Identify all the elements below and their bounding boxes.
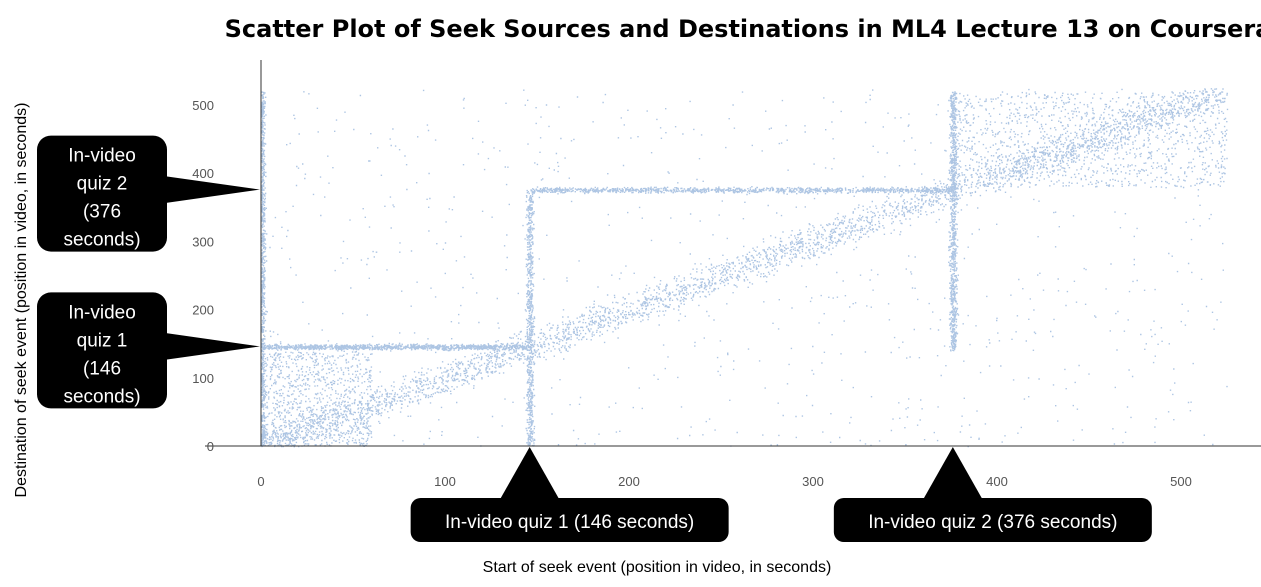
x-tick-label: 100 bbox=[434, 474, 456, 489]
callout-text: quiz 1 bbox=[77, 330, 128, 351]
scatter-point-cloud bbox=[261, 88, 1229, 448]
x-tick-label: 400 bbox=[986, 474, 1008, 489]
callout-text: seconds) bbox=[63, 386, 140, 407]
callout-text: In-video quiz 2 (376 seconds) bbox=[868, 512, 1117, 533]
callout-y-quiz-1: In-video quiz 1 (146 seconds) bbox=[37, 292, 260, 409]
annotations: In-video quiz 2 (376 seconds) In-video quiz 1… bbox=[37, 135, 1152, 542]
y-axis-ticks: 0 100 200 300 400 500 bbox=[192, 98, 214, 454]
callout-text: seconds) bbox=[63, 230, 140, 251]
scatter-points bbox=[261, 88, 1229, 448]
x-tick-label: 300 bbox=[802, 474, 824, 489]
x-tick-label: 200 bbox=[618, 474, 640, 489]
y-tick-label: 0 bbox=[207, 439, 214, 454]
y-tick-label: 500 bbox=[192, 98, 214, 113]
chart-title: Scatter Plot of Seek Sources and Destina… bbox=[225, 15, 1261, 43]
callout-y-quiz-2: In-video quiz 2 (376 seconds) bbox=[37, 135, 260, 252]
callout-x-quiz-2: In-video quiz 2 (376 seconds) bbox=[833, 447, 1152, 542]
y-tick-label: 200 bbox=[192, 303, 214, 318]
y-tick-label: 400 bbox=[192, 166, 214, 181]
callout-text: In-video bbox=[68, 146, 136, 167]
callout-x-quiz-1: In-video quiz 1 (146 seconds) bbox=[410, 447, 729, 542]
x-tick-label: 500 bbox=[1170, 474, 1192, 489]
callout-text: (146 bbox=[83, 358, 121, 379]
y-tick-label: 100 bbox=[192, 371, 214, 386]
callout-text: In-video bbox=[68, 302, 136, 323]
y-tick-label: 300 bbox=[192, 234, 214, 249]
callout-text: (376 bbox=[83, 202, 121, 223]
x-axis-label: Start of seek event (position in video, … bbox=[483, 559, 832, 576]
x-tick-label: 0 bbox=[257, 474, 264, 489]
callout-text: quiz 2 bbox=[77, 174, 128, 195]
callout-text: In-video quiz 1 (146 seconds) bbox=[445, 512, 694, 533]
y-axis-label: Destination of seek event (position in v… bbox=[13, 103, 30, 498]
x-axis-ticks: 0 100 200 300 400 500 bbox=[257, 474, 1191, 489]
